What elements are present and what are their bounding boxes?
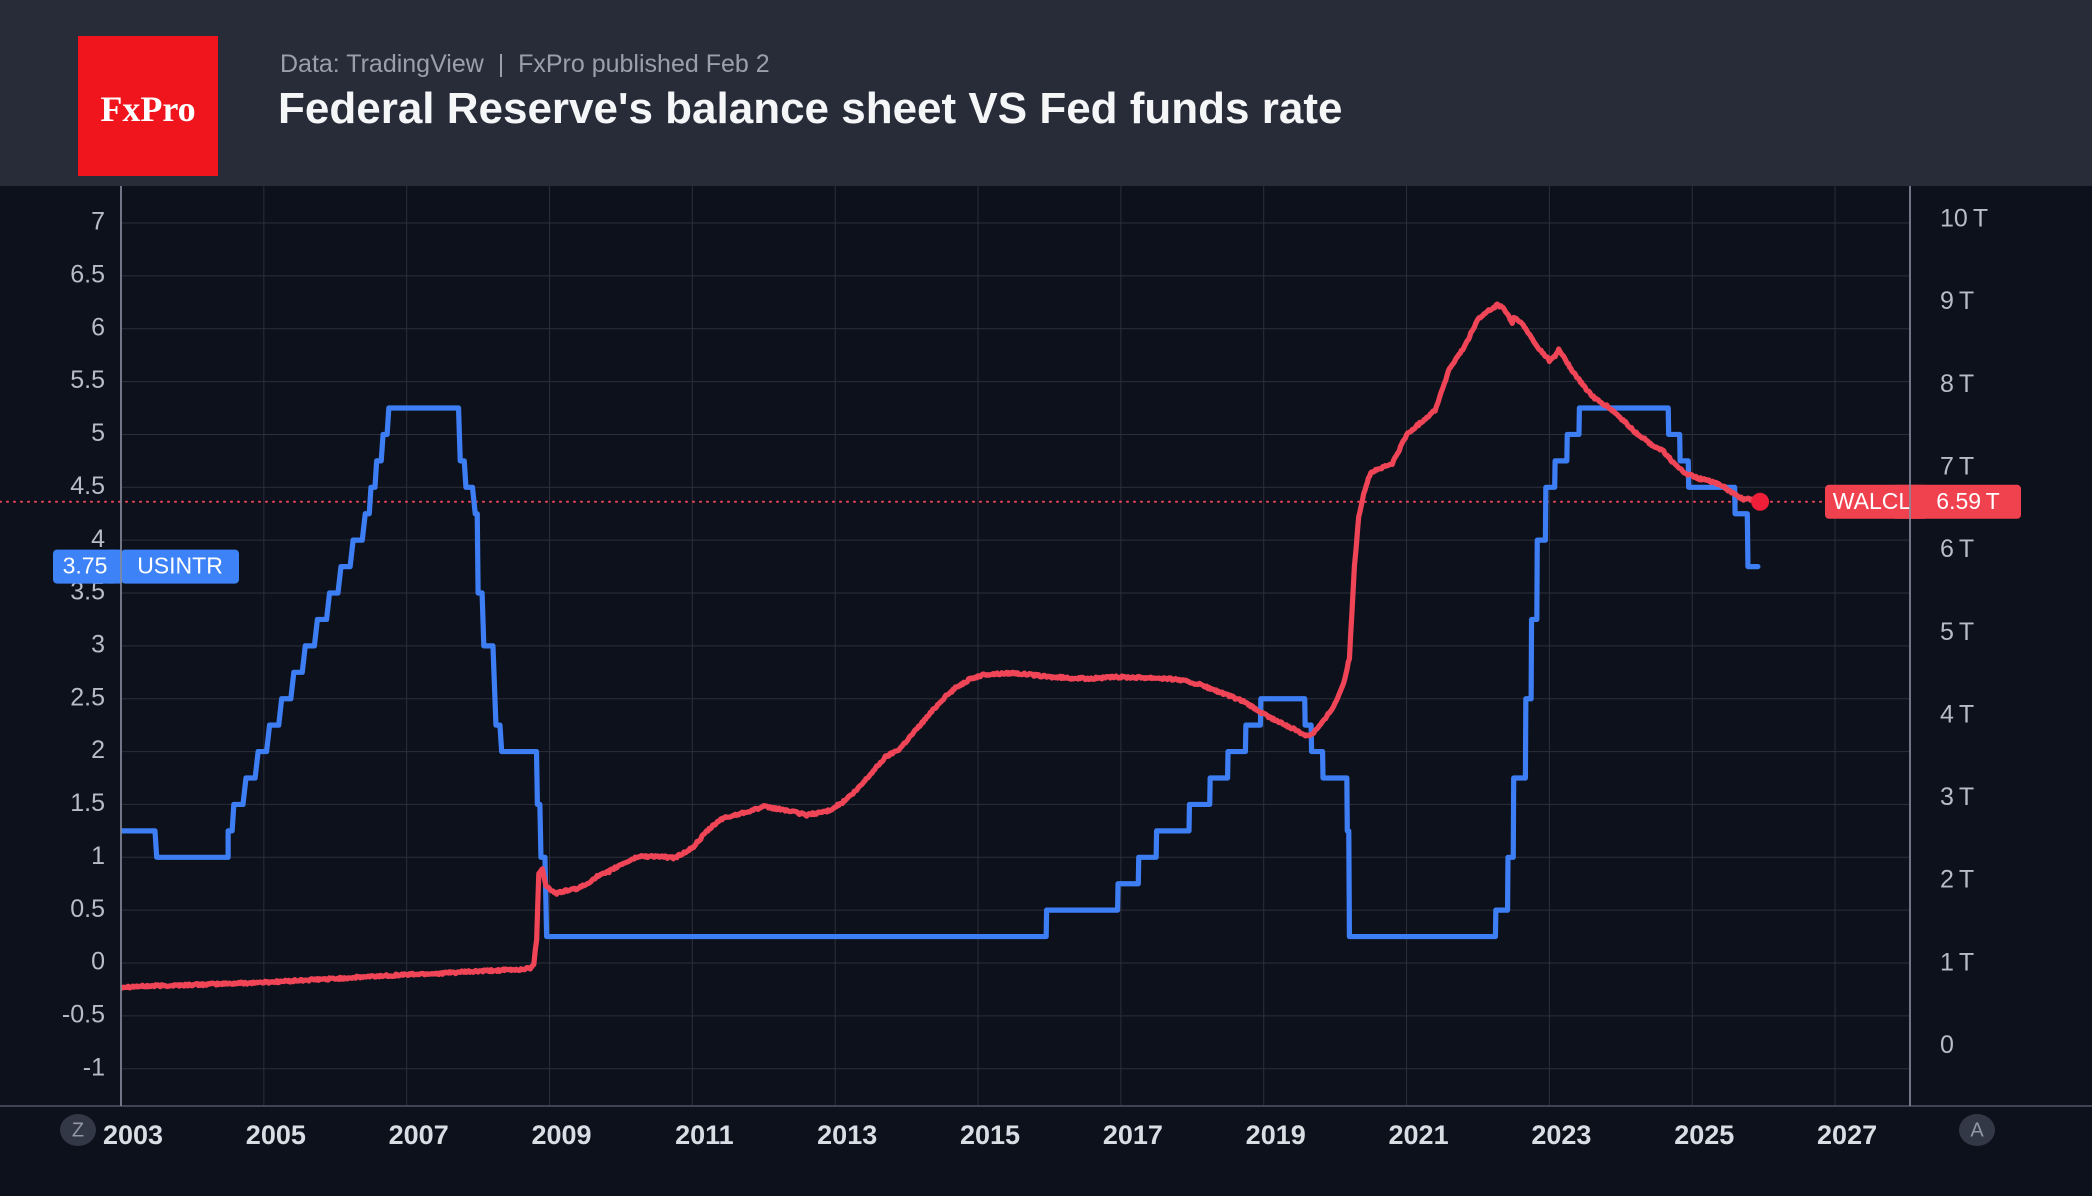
svg-text:4: 4 bbox=[91, 525, 105, 553]
svg-text:6: 6 bbox=[91, 313, 105, 341]
svg-text:0: 0 bbox=[1940, 1031, 1954, 1059]
svg-text:6 T: 6 T bbox=[1940, 535, 1974, 563]
svg-text:8 T: 8 T bbox=[1940, 370, 1974, 398]
svg-text:2 T: 2 T bbox=[1940, 866, 1974, 894]
svg-text:2: 2 bbox=[91, 736, 105, 764]
svg-text:7: 7 bbox=[91, 208, 105, 236]
svg-text:9 T: 9 T bbox=[1940, 287, 1974, 315]
svg-text:2017: 2017 bbox=[1103, 1120, 1163, 1150]
svg-text:-1: -1 bbox=[83, 1053, 105, 1081]
svg-text:5.5: 5.5 bbox=[70, 366, 105, 394]
svg-text:3 T: 3 T bbox=[1940, 783, 1974, 811]
svg-text:2013: 2013 bbox=[817, 1120, 877, 1150]
svg-text:3.75: 3.75 bbox=[63, 553, 108, 579]
svg-text:Z: Z bbox=[72, 1119, 84, 1141]
svg-text:2025: 2025 bbox=[1674, 1120, 1734, 1150]
svg-text:4.5: 4.5 bbox=[70, 472, 105, 500]
svg-text:A: A bbox=[1970, 1119, 1984, 1141]
svg-text:2003: 2003 bbox=[103, 1120, 163, 1150]
svg-text:2011: 2011 bbox=[675, 1120, 734, 1150]
svg-text:5 T: 5 T bbox=[1940, 618, 1974, 646]
svg-text:4 T: 4 T bbox=[1940, 700, 1974, 728]
svg-text:1 T: 1 T bbox=[1940, 948, 1974, 976]
svg-text:USINTR: USINTR bbox=[137, 553, 223, 579]
svg-text:2019: 2019 bbox=[1246, 1120, 1306, 1150]
svg-text:10 T: 10 T bbox=[1940, 205, 1988, 233]
svg-text:2005: 2005 bbox=[246, 1120, 306, 1150]
svg-text:0: 0 bbox=[91, 948, 105, 976]
svg-text:-0.5: -0.5 bbox=[62, 1000, 105, 1028]
svg-text:6.59 T: 6.59 T bbox=[1936, 488, 1999, 514]
svg-text:0.5: 0.5 bbox=[70, 895, 105, 923]
svg-text:2023: 2023 bbox=[1531, 1120, 1591, 1150]
svg-text:WALCL: WALCL bbox=[1833, 488, 1912, 514]
svg-text:2027: 2027 bbox=[1817, 1120, 1877, 1150]
svg-text:1.5: 1.5 bbox=[70, 789, 105, 817]
svg-text:2009: 2009 bbox=[531, 1120, 591, 1150]
svg-text:3: 3 bbox=[91, 630, 105, 658]
svg-text:2015: 2015 bbox=[960, 1120, 1020, 1150]
svg-text:2007: 2007 bbox=[389, 1120, 449, 1150]
svg-text:2.5: 2.5 bbox=[70, 683, 105, 711]
svg-text:7 T: 7 T bbox=[1940, 453, 1974, 481]
svg-text:2021: 2021 bbox=[1389, 1120, 1449, 1150]
svg-text:1: 1 bbox=[91, 842, 105, 870]
svg-text:6.5: 6.5 bbox=[70, 260, 105, 288]
svg-text:5: 5 bbox=[91, 419, 105, 447]
